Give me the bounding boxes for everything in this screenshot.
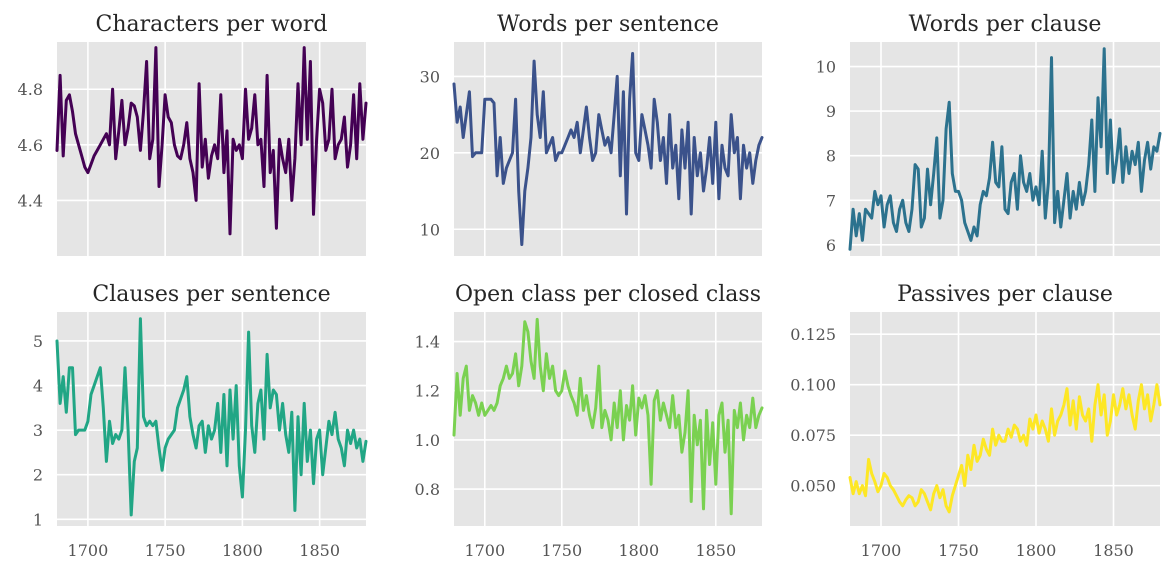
y-tick-label: 0.075: [790, 426, 836, 445]
y-tick-label: 1.4: [415, 333, 440, 352]
subplot-title: Clauses per sentence: [92, 282, 330, 307]
x-tick-label: 1800: [618, 541, 659, 560]
y-tick-label: 5: [33, 332, 43, 351]
x-tick-label: 1800: [222, 541, 263, 560]
series-line: [848, 383, 1162, 514]
y-tick-label: 4.6: [18, 136, 43, 155]
subplot-2: 10 20 30 Words per sentence: [420, 12, 764, 256]
y-tick-label: 7: [826, 191, 836, 210]
y-tick-label: 10: [420, 220, 440, 239]
x-tick-label: 1750: [541, 541, 582, 560]
series-line: [55, 317, 368, 517]
x-tick-label: 1700: [861, 541, 902, 560]
x-tick-label: 1850: [299, 541, 340, 560]
x-tick-label: 1700: [464, 541, 505, 560]
y-tick-label: 6: [826, 236, 836, 255]
subplot-3: 6 7 8 9 10 Words per clause: [816, 12, 1162, 256]
subplot-6: 1700 1750 1800 1850 0.050 0.075 0.100 0.125 Pass…: [790, 282, 1162, 560]
y-tick-label: 9: [826, 102, 836, 121]
y-tick-label: 8: [826, 147, 836, 166]
y-tick-label: 20: [420, 144, 440, 163]
subplot-4: 1700 1750 1800 1850 1 2 3 4 5 Clauses per sentenc…: [33, 282, 368, 560]
y-tick-label: 4.4: [18, 191, 43, 210]
y-tick-label: 4: [33, 377, 43, 396]
y-tick-label: 10: [816, 58, 836, 77]
subplot-title: Words per clause: [909, 12, 1102, 37]
series-line: [55, 46, 368, 236]
subplot-title: Characters per word: [95, 12, 327, 37]
y-tick-label: 0.125: [790, 325, 836, 344]
x-tick-label: 1850: [1093, 541, 1134, 560]
subplot-1: 4.4 4.6 4.8 Characters per word: [18, 12, 368, 256]
subplot-5: 1700 1750 1800 1850 0.8 1.0 1.2 1.4 Open class p…: [415, 282, 764, 560]
subplot-title: Passives per clause: [897, 282, 1113, 307]
x-tick-label: 1850: [695, 541, 736, 560]
y-tick-label: 30: [420, 67, 440, 86]
subplot-title: Words per sentence: [497, 12, 719, 37]
x-tick-label: 1750: [938, 541, 979, 560]
plot-area: [57, 312, 366, 526]
x-tick-label: 1750: [145, 541, 186, 560]
y-tick-label: 2: [33, 466, 43, 485]
y-tick-label: 1.2: [415, 382, 440, 401]
y-tick-label: 1: [33, 510, 43, 529]
y-tick-label: 0.100: [790, 376, 836, 395]
plot-area: [850, 312, 1160, 526]
x-tick-label: 1800: [1016, 541, 1057, 560]
series-line: [848, 47, 1162, 251]
y-tick-label: 1.0: [415, 431, 440, 450]
y-tick-label: 4.8: [18, 80, 43, 99]
y-tick-label: 0.050: [790, 477, 836, 496]
series-line: [452, 52, 764, 246]
y-tick-label: 0.8: [415, 480, 440, 499]
series-line: [452, 317, 764, 516]
x-tick-label: 1700: [68, 541, 109, 560]
subplot-title: Open class per closed class: [455, 282, 761, 307]
y-tick-label: 3: [33, 421, 43, 440]
plot-area: [57, 42, 366, 256]
